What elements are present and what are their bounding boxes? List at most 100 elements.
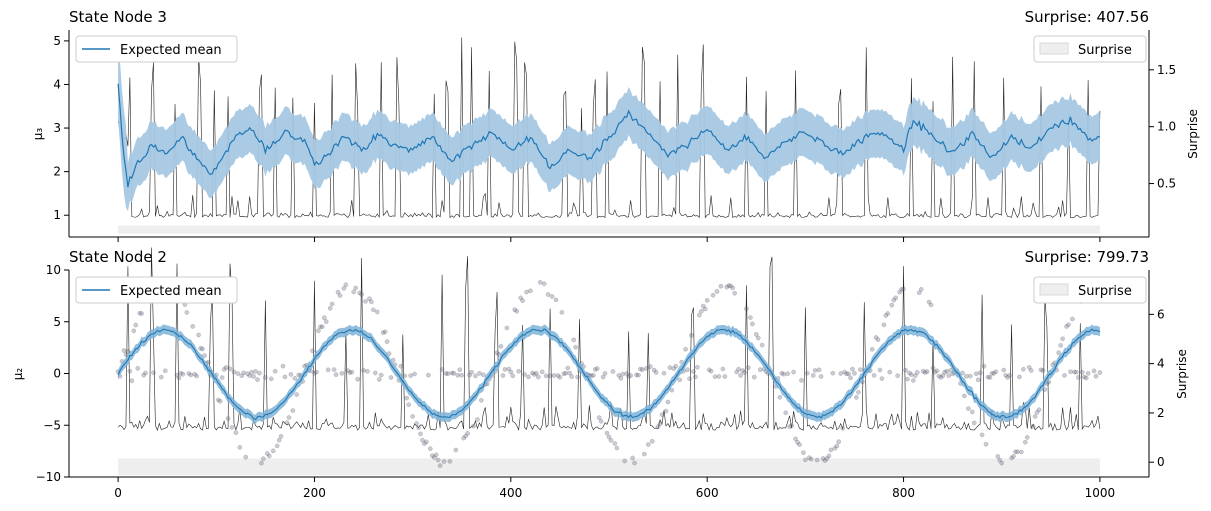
panel1-title: State Node 3 (69, 8, 167, 26)
observation-point (443, 371, 449, 376)
observation-point (881, 322, 887, 328)
observation-point (359, 292, 364, 297)
observation-point (810, 373, 816, 378)
observation-point (614, 445, 620, 451)
observation-point (349, 369, 355, 375)
observation-point (903, 367, 908, 373)
observation-point (461, 435, 467, 441)
observation-point (691, 369, 696, 374)
observation-point (936, 373, 942, 379)
observation-point (661, 370, 667, 376)
observation-point (983, 441, 989, 447)
observation-point (235, 371, 241, 376)
observation-point (746, 365, 751, 370)
observation-point (278, 433, 284, 439)
observation-point (551, 373, 557, 378)
observation-point (985, 374, 991, 380)
observation-point (339, 370, 345, 376)
observation-point (347, 370, 353, 375)
observation-point (469, 369, 474, 375)
observation-point (677, 377, 683, 383)
observation-point (504, 325, 510, 331)
panel1-surprise-area (118, 225, 1100, 234)
observation-point (726, 283, 732, 288)
observation-point (237, 445, 243, 450)
observation-point (724, 284, 730, 290)
observation-point (940, 373, 946, 378)
observation-point (999, 460, 1005, 466)
observation-point (946, 373, 952, 379)
observation-point (178, 370, 184, 376)
observation-point (912, 373, 918, 378)
observation-point (251, 374, 256, 379)
observation-point (846, 371, 851, 377)
observation-point (895, 373, 901, 379)
observation-point (651, 367, 657, 373)
observation-point (268, 376, 274, 382)
observation-point (806, 455, 812, 461)
observation-point (343, 282, 349, 288)
observation-point (221, 367, 227, 372)
observation-point (569, 374, 575, 380)
observation-point (367, 296, 372, 302)
observation-point (852, 370, 857, 376)
expected-mean (117, 83, 1101, 188)
observation-point (321, 315, 327, 321)
observation-point (133, 322, 139, 328)
observation-point (233, 430, 239, 435)
observation-point (261, 456, 266, 462)
observation-point (808, 456, 814, 462)
observation-point (412, 371, 417, 377)
observation-point (854, 395, 859, 400)
observation-point (712, 374, 718, 380)
observation-point (353, 285, 359, 291)
observation-point (1001, 367, 1007, 373)
observation-point (1003, 372, 1009, 378)
observation-point (696, 312, 702, 318)
observation-point (1064, 324, 1069, 329)
panel1-surprise-line (117, 37, 1101, 219)
observation-point (964, 373, 969, 379)
observation-point (439, 367, 445, 372)
observation-point (1034, 409, 1040, 415)
observation-point (879, 376, 885, 381)
observation-point (284, 420, 290, 425)
observation-point (820, 456, 826, 461)
observation-point (602, 371, 608, 376)
observation-point (514, 308, 520, 314)
panel1-expected-mean-line (117, 83, 1101, 188)
observation-point (795, 439, 800, 445)
observation-point (473, 373, 478, 379)
observation-point (520, 298, 525, 303)
observation-point (979, 432, 985, 438)
observation-point (844, 371, 849, 377)
observation-point (494, 350, 500, 356)
observation-point (363, 298, 368, 304)
panel1-uncertainty-band (118, 37, 1100, 212)
observation-point (516, 368, 522, 374)
observation-point (588, 373, 594, 379)
observation-point (757, 367, 763, 372)
observation-point (563, 370, 569, 376)
observation-point (641, 451, 647, 457)
observation-point (537, 279, 543, 285)
observation-point (905, 376, 910, 382)
observation-point (997, 457, 1003, 463)
observation-point (748, 315, 753, 320)
observation-point (909, 372, 914, 377)
observation-point (264, 451, 270, 456)
observation-point (1091, 368, 1097, 374)
observation-point (1060, 336, 1065, 342)
observation-point (685, 367, 690, 373)
observation-point (918, 287, 924, 292)
observation-point (610, 369, 616, 374)
observation-point (932, 369, 938, 375)
observation-point (573, 344, 578, 350)
panel2-legend-surprise-swatch (1039, 283, 1069, 296)
observation-point (435, 457, 441, 463)
panel2-title: State Node 2 (69, 248, 167, 266)
y2-tick-label: 1.0 (1157, 120, 1176, 134)
observation-point (1022, 439, 1028, 445)
observation-point (151, 370, 156, 376)
y-tick-label: 1 (53, 208, 61, 222)
